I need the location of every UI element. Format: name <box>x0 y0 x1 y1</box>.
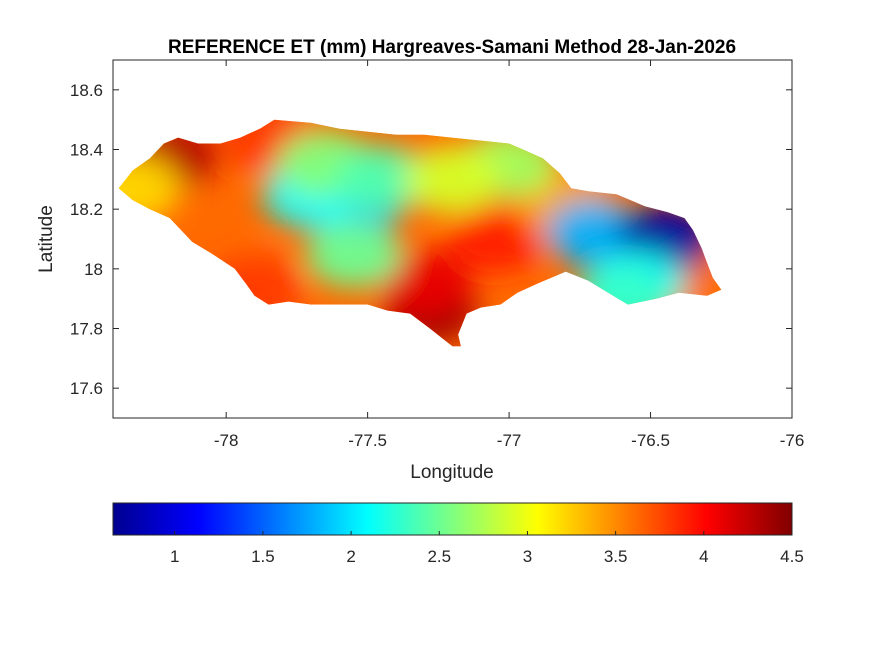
et-hotspot <box>333 145 430 214</box>
colorbar-tick-label: 4 <box>699 547 708 566</box>
y-tick-label: 18 <box>84 260 103 279</box>
colorbar-tick-label: 2 <box>346 547 355 566</box>
colorbar-ticks: 1 1.5 2 2.5 3 3.5 4 4.5 <box>170 531 804 566</box>
et-hotspot <box>546 199 642 267</box>
y-tick-label: 18.4 <box>70 141 103 160</box>
colorbar <box>112 502 793 536</box>
x-tick-label: -76 <box>780 431 805 450</box>
colorbar-tick-label: 3 <box>523 547 532 566</box>
y-tick-label: 17.8 <box>70 320 103 339</box>
chart-title: REFERENCE ET (mm) Hargreaves-Samani Meth… <box>168 37 736 58</box>
x-axis-ticks: -78 -77.5 -77 -76.5 -76 <box>214 60 804 450</box>
x-tick-label: -76.5 <box>631 431 670 450</box>
et-hotspot <box>404 145 501 214</box>
et-hotspot <box>118 154 181 223</box>
y-tick-label: 18.6 <box>70 81 103 100</box>
colorbar-tick-label: 4.5 <box>780 547 804 566</box>
y-axis-ticks: 17.6 17.8 18 18.2 18.4 18.6 <box>70 81 792 398</box>
x-axis-label: Longitude <box>410 462 493 483</box>
et-hotspot <box>446 205 543 273</box>
colorbar-tick-label: 2.5 <box>427 547 451 566</box>
x-tick-label: -77.5 <box>348 431 387 450</box>
y-axis-label: Latitude <box>36 205 57 273</box>
x-tick-label: -78 <box>214 431 239 450</box>
x-tick-label: -77 <box>497 431 522 450</box>
colorbar-tick-label: 1.5 <box>251 547 275 566</box>
colorbar-tick-label: 3.5 <box>604 547 628 566</box>
et-hotspot <box>305 219 402 288</box>
y-tick-label: 18.2 <box>70 200 103 219</box>
et-hotspot <box>376 249 473 318</box>
y-tick-label: 17.6 <box>70 379 103 398</box>
colorbar-tick-label: 1 <box>170 547 179 566</box>
